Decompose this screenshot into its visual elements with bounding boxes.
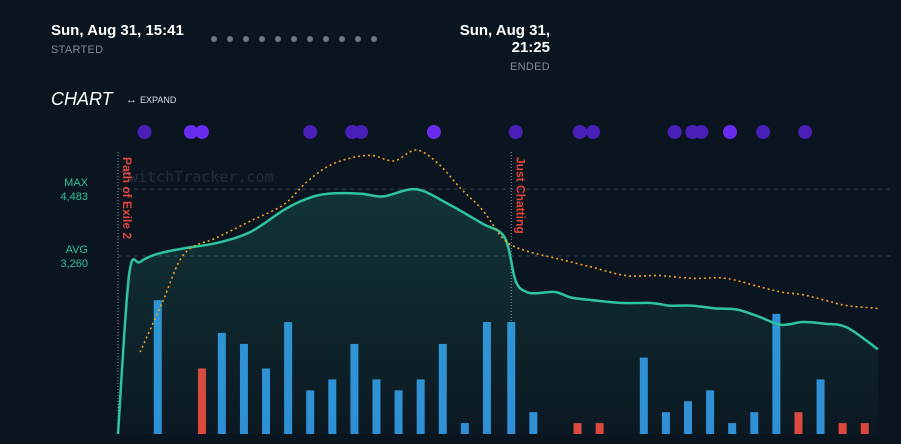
event-marker[interactable] [756,125,771,139]
expand-button[interactable]: ↔ EXPAND [126,94,176,106]
progress-dot [243,36,249,42]
event-marker[interactable] [694,125,709,139]
avg-label: AVG [66,244,88,256]
event-marker[interactable] [426,125,441,139]
game-segment-label: Path of Exile 2 [120,157,134,239]
start-label: STARTED [51,44,104,56]
session-progress-dots [211,36,377,42]
event-marker[interactable] [303,125,318,139]
progress-dot [291,36,297,42]
progress-dot [339,36,345,42]
end-label: ENDED [509,61,550,73]
progress-dot [307,36,313,42]
start-time: Sun, Aug 31, 15:41 [51,22,184,39]
event-marker[interactable] [183,125,198,139]
progress-dot [211,36,217,42]
progress-dot [355,36,361,42]
event-marker[interactable] [194,125,209,139]
stream-start-block: Sun, Aug 31, 15:41 STARTED [51,22,184,56]
progress-dot [227,36,233,42]
progress-dot [275,36,281,42]
event-marker[interactable] [586,125,600,139]
event-marker[interactable] [508,125,523,139]
chart-heading: CHART [51,89,113,109]
progress-dot [323,36,329,42]
event-marker[interactable] [667,125,682,139]
event-marker[interactable] [572,125,587,139]
expand-arrows-icon: ↔ [126,94,137,106]
viewers-line [116,187,879,435]
watermark: TwitchTracker.com [120,168,274,186]
event-marker[interactable] [798,125,813,139]
max-label: MAX [64,177,89,189]
progress-dot [371,36,377,42]
event-marker[interactable] [722,125,737,139]
event-markers [137,125,813,139]
event-marker[interactable] [354,125,369,139]
max-value: 4,483 [60,191,88,203]
game-segment-label: Just Chatting [513,157,527,234]
end-time: Sun, Aug 31, 21:25 [459,22,550,56]
expand-label: EXPAND [140,95,177,105]
progress-dot [259,36,265,42]
avg-value: 3,260 [60,258,88,270]
viewers-area [118,189,878,434]
stream-end-block: Sun, Aug 31, 21:25 ENDED [427,22,550,73]
event-marker[interactable] [137,125,152,139]
